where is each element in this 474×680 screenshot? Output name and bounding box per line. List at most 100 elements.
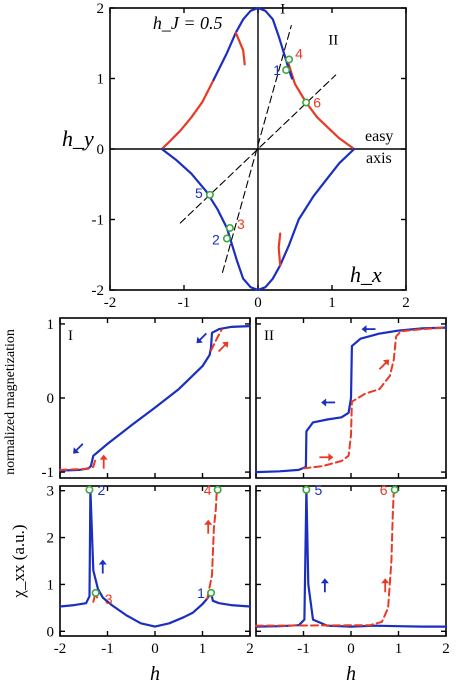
x-tick-label: 2 xyxy=(402,295,410,311)
x-tick-label: -1 xyxy=(297,641,310,657)
arrow-head xyxy=(321,398,327,407)
x-tick-label: 2 xyxy=(442,641,450,657)
susceptibility-curve-0 xyxy=(254,488,448,628)
susceptibility-panel-I: -2 -1 0 1 2 3 2 1 0 2 3 1 4 h χ_xx (a.u.) xyxy=(9,482,254,680)
point-marker xyxy=(213,485,222,494)
point-marker xyxy=(222,234,231,243)
point-label-5: 5 xyxy=(195,185,203,201)
magnetization-curve-0 xyxy=(58,325,252,472)
point-label-2: 2 xyxy=(98,482,106,498)
point-label-3: 3 xyxy=(237,216,245,232)
y-tick-label: 1 xyxy=(47,317,55,333)
point-marker xyxy=(285,55,294,64)
x-tick-label: 1 xyxy=(395,641,403,657)
x-axis-label: h_x xyxy=(350,262,382,287)
point-label-5: 5 xyxy=(314,482,322,498)
point-label-1: 1 xyxy=(197,585,205,601)
astroid-red-hook-bottom xyxy=(277,232,282,267)
line-I-label: I xyxy=(280,2,285,18)
point-marker xyxy=(282,66,291,75)
y-tick-label: 1 xyxy=(47,577,55,593)
point-marker xyxy=(205,190,214,199)
susceptibility-panel-II: -1 0 1 2 5 6 h xyxy=(254,482,450,680)
x-tick-label: -1 xyxy=(178,295,191,311)
point-marker xyxy=(91,588,100,597)
x-tick-label: 0 xyxy=(254,295,262,311)
arrow-head xyxy=(328,453,334,462)
x-tick-label: 0 xyxy=(151,641,159,657)
line-II-label: II xyxy=(328,33,338,49)
astroid-blue-top xyxy=(212,6,294,81)
y-tick-label: 2 xyxy=(47,531,55,547)
susceptibility-curve-1 xyxy=(255,489,395,627)
magnetization-curve-0 xyxy=(254,326,448,474)
point-marker xyxy=(302,485,311,494)
x-tick-label: 1 xyxy=(199,641,207,657)
magnetization-curve-1 xyxy=(59,457,97,471)
y-tick-label: -1 xyxy=(92,213,105,229)
arrow-head xyxy=(98,559,107,565)
arrow-head xyxy=(204,519,213,525)
point-label-2: 2 xyxy=(212,232,220,248)
dashed-line-II xyxy=(179,74,337,224)
point-label-6: 6 xyxy=(313,94,321,110)
plot-frame xyxy=(59,485,251,637)
title-hJ: h_J = 0.5 xyxy=(153,13,223,33)
arrow-head xyxy=(382,359,390,366)
plot-frame xyxy=(255,485,447,637)
panel-label: I xyxy=(68,328,73,344)
x-tick-label: 1 xyxy=(328,295,336,311)
y-tick-label: 1 xyxy=(97,72,105,88)
y-tick-label: -1 xyxy=(42,465,55,481)
y-axis-label: h_y xyxy=(62,126,94,151)
arrow-head xyxy=(320,578,329,584)
point-marker xyxy=(85,485,94,494)
arrow-head xyxy=(73,447,80,454)
susceptibility-curve-2 xyxy=(206,489,218,600)
astroid-red-right xyxy=(286,59,356,151)
y-tick-label: 0 xyxy=(47,391,55,407)
plot-frame xyxy=(59,317,251,479)
astroid-red-left xyxy=(160,78,215,151)
x-tick-label: 0 xyxy=(347,641,355,657)
panel-label: II xyxy=(264,328,274,344)
arrow-head xyxy=(381,578,390,584)
easy-axis-label-1: easy xyxy=(365,128,393,145)
x-axis-label: h xyxy=(150,663,160,680)
magnetization-curve-1 xyxy=(302,326,447,470)
easy-axis-label-2: axis xyxy=(366,150,392,167)
x-axis-label: h xyxy=(346,663,356,680)
arrow-head xyxy=(196,336,203,344)
y-axis-label: χ_xx (a.u.) xyxy=(9,524,28,598)
x-tick-label: -2 xyxy=(104,295,117,311)
magnetization-curve-2 xyxy=(210,328,223,352)
magnetization-panel-II: II xyxy=(254,317,448,479)
y-tick-label: 0 xyxy=(47,624,55,640)
x-tick-label: -1 xyxy=(101,641,114,657)
dashed-line-I xyxy=(221,25,292,273)
y-tick-label: 3 xyxy=(47,484,55,500)
arrow-head xyxy=(222,341,229,348)
susceptibility-curve-0 xyxy=(58,488,252,628)
y-tick-label: 2 xyxy=(97,1,105,17)
arrow-head xyxy=(361,325,367,334)
x-tick-label: -2 xyxy=(54,641,67,657)
astroid-red-hook-top xyxy=(234,31,246,66)
point-label-3: 3 xyxy=(105,591,113,607)
point-marker xyxy=(390,485,399,494)
y-tick-label: -2 xyxy=(92,283,105,299)
point-marker xyxy=(207,588,216,597)
x-tick-label: 2 xyxy=(246,641,254,657)
y-tick-label: 0 xyxy=(97,142,105,158)
point-label-4: 4 xyxy=(204,482,212,498)
y-axis-label: normalized magnetization xyxy=(3,329,18,475)
arrow-head xyxy=(99,454,108,460)
point-label-6: 6 xyxy=(380,482,388,498)
point-label-4: 4 xyxy=(295,45,303,61)
point-marker xyxy=(302,98,311,107)
point-label-1: 1 xyxy=(273,62,281,78)
point-marker xyxy=(225,223,234,232)
